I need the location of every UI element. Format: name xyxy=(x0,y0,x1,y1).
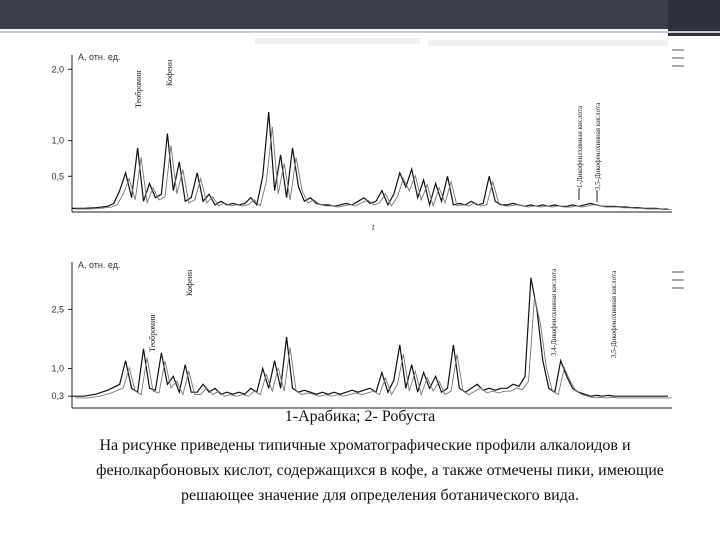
description-paragraph: На рисунке приведены типичные хроматогра… xyxy=(96,437,664,504)
legend-marks xyxy=(672,271,684,289)
figure-caption: 1-Арабика; 2- Робуста xyxy=(284,408,436,425)
peak-label-acid-1: 1-Дикофеилхинная кислота xyxy=(576,105,584,188)
peak-label-theobromine: Теобромин xyxy=(134,70,143,108)
series-line xyxy=(75,127,672,211)
legend-marks xyxy=(672,49,684,67)
title-bar-divider xyxy=(0,31,720,33)
series-line xyxy=(72,112,668,210)
slide-title-bar xyxy=(0,0,720,29)
peak-label-acid-2: 3,5-Дикофеилхинная кислота xyxy=(594,102,602,190)
series-line xyxy=(75,297,672,399)
y-ticks: 2,5 1,0 0,3 xyxy=(51,304,72,401)
y-tick-label: 2,0 xyxy=(51,64,64,74)
y-tick-label: 1,0 xyxy=(51,364,64,374)
title-bar-accent xyxy=(668,0,720,36)
chromatogram-figure: A, отн. ед. 2,0 1,0 0,5 t Теобромин Кофеин… xyxy=(51,49,684,409)
y-axis-label: A, отн. ед. xyxy=(78,260,120,270)
y-axis-label: A, отн. ед. xyxy=(78,52,120,62)
peak-label-caffeine: Кофеин xyxy=(165,59,174,86)
chromatogram-2: A, отн. ед. 2,5 1,0 0,3 Кофеин Теобромин 3… xyxy=(51,260,684,409)
x-axis-mark: t xyxy=(372,222,375,232)
peak-label-acid-2: 3,5-Дикофеилхинная кислота xyxy=(610,270,618,358)
peak-label-acid-1: 3,4-Дикофеилхинная кислота xyxy=(550,268,558,356)
y-ticks: 2,0 1,0 0,5 xyxy=(51,64,72,181)
y-tick-label: 1,0 xyxy=(51,136,64,146)
peak-label-caffeine: Кофеин xyxy=(185,269,194,296)
scan-strip xyxy=(255,38,420,44)
series-line xyxy=(72,277,668,397)
y-tick-label: 0,5 xyxy=(51,171,64,181)
peak-label-theobromine: Теобромин xyxy=(148,314,157,352)
scan-strip xyxy=(428,40,668,46)
y-tick-label: 0,3 xyxy=(51,391,64,401)
y-tick-label: 2,5 xyxy=(51,304,64,314)
chromatogram-1: A, отн. ед. 2,0 1,0 0,5 t Теобромин Кофеин… xyxy=(51,49,684,232)
